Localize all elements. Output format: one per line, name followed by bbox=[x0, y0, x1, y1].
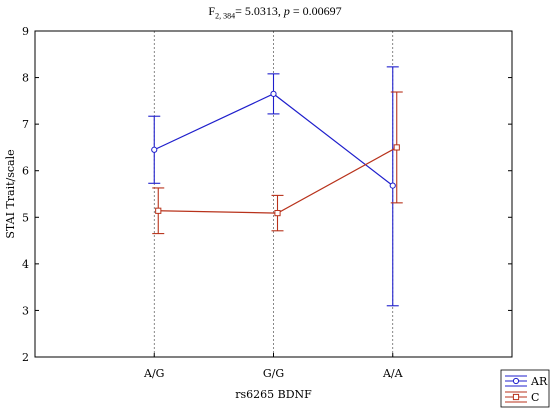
title-f-label: F bbox=[208, 4, 216, 18]
y-tick-label-5: 5 bbox=[22, 211, 29, 224]
legend: AR C bbox=[500, 369, 550, 408]
y-tick-label-3: 3 bbox=[22, 304, 29, 317]
x-tick-label-A/A: A/A bbox=[382, 367, 404, 380]
title-p-label: p bbox=[283, 4, 290, 18]
series-layer bbox=[148, 66, 403, 307]
y-tick-label-4: 4 bbox=[22, 258, 29, 271]
point-AR-A/A bbox=[389, 182, 396, 189]
point-AR-A/G bbox=[151, 146, 158, 153]
point-C-A/G bbox=[155, 207, 162, 214]
point-C-A/A bbox=[393, 144, 400, 151]
y-tick-label-9: 9 bbox=[22, 25, 29, 38]
x-axis: A/G G/G A/A bbox=[143, 353, 404, 380]
series-AR bbox=[148, 66, 399, 307]
y-axis-label: STAI Trait/scale bbox=[4, 149, 17, 238]
y-axis: 2 3 4 5 6 7 8 9 bbox=[22, 25, 512, 364]
legend-marker-AR bbox=[512, 377, 520, 385]
legend-label-C: C bbox=[531, 391, 539, 404]
y-tick-label-6: 6 bbox=[22, 165, 29, 178]
legend-marker-C bbox=[512, 393, 520, 401]
point-AR-G/G bbox=[270, 90, 277, 97]
legend-label-AR: AR bbox=[530, 375, 548, 388]
x-tick-label-A/G: A/G bbox=[143, 367, 164, 380]
y-tick-label-2: 2 bbox=[22, 351, 29, 364]
point-C-G/G bbox=[274, 209, 281, 217]
y-tick-label-8: 8 bbox=[22, 72, 29, 85]
title-p-eq: = 0.00697 bbox=[289, 4, 342, 18]
y-tick-label-7: 7 bbox=[22, 118, 29, 131]
series-C bbox=[152, 91, 403, 235]
chart-title: F2, 384= 5.0313, p = 0.00697 bbox=[0, 0, 550, 22]
title-f-df: 2, 384 bbox=[215, 11, 236, 21]
x-axis-label: rs6265 BDNF bbox=[235, 388, 312, 401]
x-tick-label-G/G: G/G bbox=[263, 367, 284, 380]
title-f-eq: = 5.0313, bbox=[235, 4, 284, 18]
